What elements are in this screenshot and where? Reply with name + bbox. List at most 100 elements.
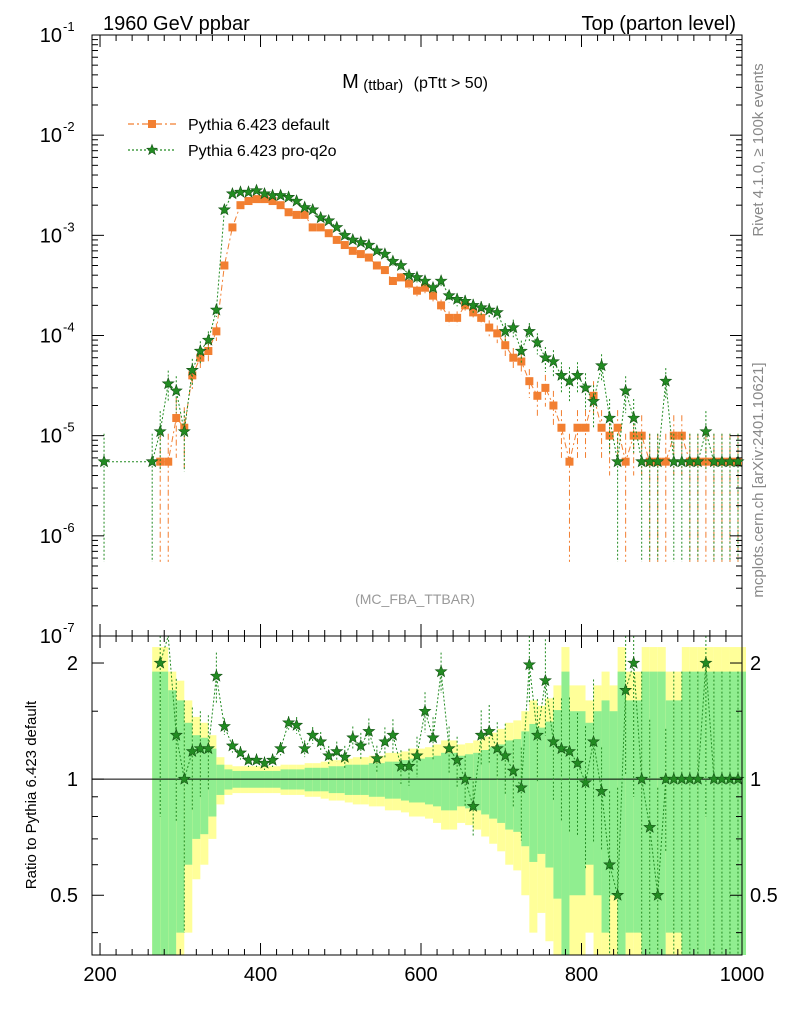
ratio-data-point bbox=[450, 753, 464, 766]
ratio-data-point bbox=[265, 753, 280, 766]
data-point-default bbox=[348, 246, 357, 255]
data-point-pro-q2o bbox=[611, 454, 625, 468]
data-point-default bbox=[372, 261, 381, 270]
data-point-pro-q2o bbox=[185, 363, 199, 376]
ratio-band-stat bbox=[352, 764, 361, 795]
data-point-default bbox=[445, 313, 454, 322]
ratio-y-tick-label-left: 2 bbox=[67, 653, 78, 675]
data-point-pro-q2o bbox=[659, 374, 673, 387]
data-point-default bbox=[661, 457, 670, 466]
ratio-band-stat bbox=[184, 722, 193, 865]
ratio-data-point bbox=[402, 759, 416, 772]
ratio-bands-layer bbox=[92, 647, 747, 955]
data-point-default bbox=[485, 323, 494, 332]
ratio-data-point bbox=[490, 741, 504, 755]
main-y-tick-exponent: -1 bbox=[63, 19, 75, 34]
ratio-band-stat bbox=[633, 700, 642, 933]
main-y-tick-label: 10 bbox=[40, 426, 62, 448]
data-point-default bbox=[292, 210, 301, 219]
data-point-default bbox=[396, 273, 405, 282]
data-point-pro-q2o bbox=[595, 358, 609, 372]
ratio-band-stat bbox=[360, 764, 369, 795]
data-point-default bbox=[581, 423, 590, 432]
ratio-data-point bbox=[578, 775, 593, 789]
data-point-default bbox=[164, 457, 173, 466]
ratio-data-point bbox=[201, 741, 215, 755]
legend-item-default: Pythia 6.423 default bbox=[128, 117, 330, 134]
data-point-default bbox=[501, 341, 510, 350]
data-point-pro-q2o bbox=[474, 300, 488, 314]
ratio-series-layer bbox=[153, 635, 745, 955]
ratio-band-stat bbox=[368, 763, 377, 797]
data-point-default bbox=[509, 353, 518, 362]
ratio-y-tick-label-right: 2 bbox=[750, 653, 761, 675]
data-point-pro-q2o bbox=[434, 274, 448, 287]
ratio-band-stat bbox=[641, 671, 650, 955]
series-line-pro-q2o bbox=[104, 189, 738, 463]
ratio-data-point bbox=[282, 715, 296, 729]
data-point-default bbox=[613, 423, 622, 432]
ratio-band-stat bbox=[328, 766, 337, 794]
data-point-default bbox=[541, 383, 550, 392]
main-y-tick-exponent: -3 bbox=[63, 219, 75, 234]
ratio-band-stat bbox=[681, 671, 690, 955]
legend-marker-default bbox=[148, 120, 156, 128]
data-point-pro-q2o bbox=[619, 384, 633, 397]
data-point-default bbox=[404, 279, 413, 288]
ratio-band-stat bbox=[457, 755, 466, 807]
data-point-pro-q2o bbox=[209, 303, 223, 316]
data-point-pro-q2o bbox=[257, 186, 272, 200]
ratio-y-axis-label: Ratio to Pythia 6.423 default bbox=[23, 700, 40, 889]
data-point-pro-q2o bbox=[418, 274, 432, 287]
data-point-default bbox=[549, 401, 558, 410]
ratio-data-point bbox=[530, 728, 544, 741]
data-point-pro-q2o bbox=[731, 454, 745, 468]
ratio-data-point bbox=[651, 888, 665, 901]
data-point-pro-q2o bbox=[274, 188, 288, 201]
ratio-data-point bbox=[635, 772, 649, 785]
plot-title-sub: (ttbar) bbox=[363, 77, 403, 94]
plot-title: M (ttbar) (pTtt > 50) bbox=[342, 71, 488, 94]
ratio-data-point bbox=[611, 888, 625, 901]
ratio-band-stat bbox=[625, 700, 634, 933]
data-point-pro-q2o bbox=[338, 228, 352, 241]
data-point-default bbox=[236, 201, 245, 210]
data-point-default bbox=[621, 457, 630, 466]
data-point-pro-q2o bbox=[570, 368, 585, 381]
ratio-band-stat bbox=[465, 754, 474, 809]
data-point-pro-q2o bbox=[153, 424, 167, 438]
ratio-band-stat bbox=[673, 700, 682, 933]
ratio-data-point bbox=[498, 748, 512, 762]
ratio-y-tick-label-left: 1 bbox=[67, 769, 78, 791]
ratio-data-point bbox=[169, 728, 183, 741]
data-point-pro-q2o bbox=[322, 213, 336, 227]
data-point-default bbox=[220, 261, 229, 270]
data-point-pro-q2o bbox=[691, 454, 705, 468]
ratio-band-stat bbox=[521, 731, 530, 847]
data-point-pro-q2o bbox=[538, 350, 552, 364]
data-point-default bbox=[252, 195, 261, 204]
ratio-data-point bbox=[274, 741, 288, 755]
x-tick-label: 600 bbox=[404, 964, 437, 986]
data-point-default bbox=[212, 327, 221, 336]
data-point-pro-q2o bbox=[290, 194, 304, 207]
data-point-pro-q2o bbox=[450, 292, 464, 305]
ratio-band-stat bbox=[705, 671, 714, 955]
main-y-tick-exponent: -4 bbox=[63, 320, 75, 335]
data-point-default bbox=[421, 283, 430, 292]
main-y-tick-label: 10 bbox=[40, 526, 62, 548]
ratio-data-point bbox=[691, 772, 705, 785]
ratio-data-point bbox=[595, 784, 609, 797]
ratio-band-stat bbox=[713, 671, 722, 955]
ratio-data-point bbox=[370, 751, 384, 765]
ratio-band-stat bbox=[577, 711, 586, 896]
data-point-pro-q2o bbox=[201, 333, 215, 346]
ratio-band-stat bbox=[617, 671, 626, 955]
main-panel: 10-710-610-510-410-310-210-1 M (ttbar) (… bbox=[40, 19, 745, 648]
data-point-pro-q2o bbox=[225, 186, 239, 200]
ratio-y-tick-label-right: 0.5 bbox=[750, 885, 778, 907]
ratio-data-point bbox=[386, 728, 400, 741]
ratio-band-stat bbox=[200, 737, 209, 835]
ratio-data-point bbox=[233, 745, 248, 759]
